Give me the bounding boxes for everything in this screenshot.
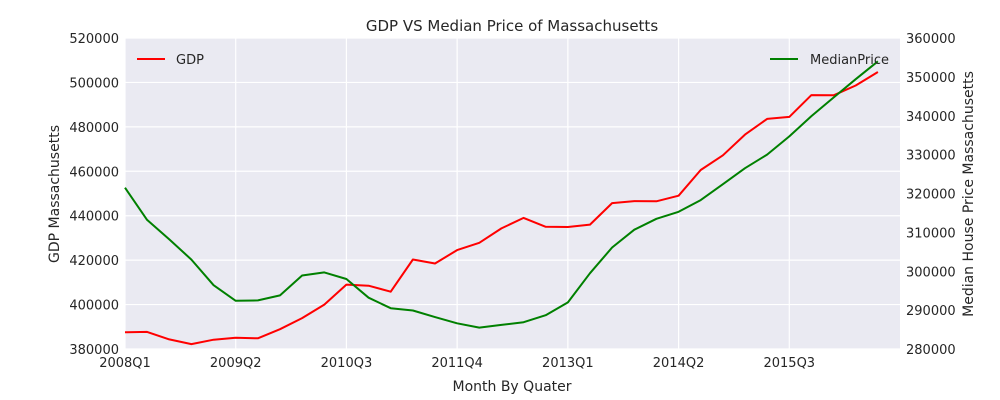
series-lines	[124, 60, 879, 346]
x-tick-label: 2010Q3	[321, 356, 373, 371]
y-right-tick-label: 280000	[906, 343, 956, 358]
y-left-axis-title: GDP Massachusetts	[47, 125, 63, 263]
y-right-tick-label: 310000	[906, 226, 956, 241]
x-tick-label: 2011Q4	[431, 356, 483, 371]
y-left-tick-label: 480000	[69, 121, 119, 136]
y-left-tick-label: 500000	[69, 76, 119, 91]
x-axis-title: Month By Quater	[453, 379, 572, 395]
y-right-tick-label: 300000	[906, 265, 956, 280]
y-left-tick-labels: 380000 400000 420000 440000 460000 480000 5000…	[69, 32, 119, 358]
y-left-tick-label: 400000	[69, 299, 119, 314]
legend-gdp: GDP	[137, 53, 204, 68]
y-right-tick-label: 290000	[906, 304, 956, 319]
series-line-medianprice	[124, 60, 879, 329]
y-left-tick-label: 420000	[69, 254, 119, 269]
legend-medianprice: MedianPrice	[770, 53, 889, 68]
y-left-tick-label: 380000	[69, 343, 119, 358]
y-left-tick-label: 440000	[69, 210, 119, 225]
y-right-tick-label: 340000	[906, 110, 956, 125]
legend-gdp-label: GDP	[176, 53, 204, 68]
legend-medianprice-label: MedianPrice	[810, 53, 889, 68]
x-tick-label: 2015Q3	[763, 356, 815, 371]
series-line-gdp	[124, 71, 879, 346]
y-right-axis-title: Median House Price Massachusetts	[961, 71, 977, 317]
y-right-tick-label: 360000	[906, 32, 956, 47]
chart-title: GDP VS Median Price of Massachusetts	[366, 17, 658, 35]
x-tick-label: 2013Q1	[542, 356, 594, 371]
grid	[124, 37, 900, 350]
x-tick-label: 2009Q2	[210, 356, 262, 371]
y-left-tick-label: 460000	[69, 165, 119, 180]
y-right-tick-label: 320000	[906, 188, 956, 203]
y-right-tick-label: 330000	[906, 149, 956, 164]
plot-background	[125, 38, 900, 349]
y-right-tick-labels: 280000 290000 300000 310000 320000 330000 3400…	[906, 32, 956, 358]
y-right-tick-label: 350000	[906, 71, 956, 86]
y-left-tick-label: 520000	[69, 32, 119, 47]
x-tick-label: 2014Q2	[653, 356, 705, 371]
x-tick-labels: 2008Q1 2009Q2 2010Q3 2011Q4 2013Q1 2014Q2 2015…	[99, 356, 815, 371]
x-tick-label: 2008Q1	[99, 356, 151, 371]
